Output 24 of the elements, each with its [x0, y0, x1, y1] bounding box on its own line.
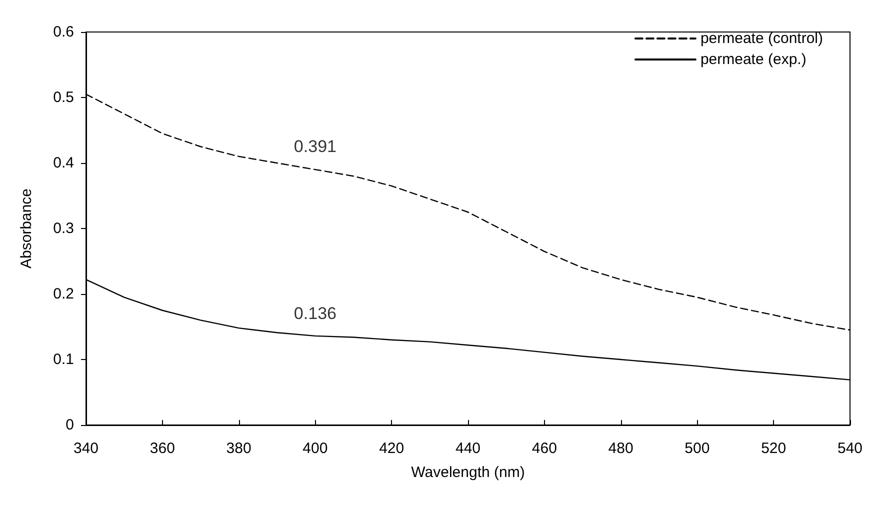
x-tick-label: 400: [302, 440, 328, 457]
annotation: 0.391: [294, 136, 336, 156]
x-tick-label: 460: [532, 440, 557, 457]
x-tick-label: 500: [684, 440, 710, 457]
y-tick-label: 0.1: [53, 351, 74, 368]
annotation: 0.136: [294, 304, 336, 323]
y-tick-label: 0.2: [53, 286, 74, 302]
x-tick-label: 420: [379, 440, 404, 457]
y-tick-label: 0.6: [53, 24, 74, 40]
x-tick-label: 540: [837, 440, 863, 457]
legend-label: permeate (control): [700, 30, 824, 47]
y-tick-label: 0.4: [53, 154, 74, 172]
x-tick-label: 380: [226, 440, 252, 457]
x-tick-label: 480: [608, 440, 634, 457]
y-tick-label: 0.3: [53, 220, 74, 237]
x-tick-label: 520: [761, 440, 786, 457]
y-tick-label: 0.5: [53, 89, 74, 106]
x-tick-label: 340: [73, 440, 99, 457]
legend-label: permeate (exp.): [700, 51, 806, 68]
x-axis-title: Wavelength (nm): [411, 464, 525, 481]
y-axis-title: Absorbance: [18, 188, 35, 269]
x-tick-label: 440: [455, 440, 481, 457]
y-tick-label: 0: [66, 416, 74, 434]
x-tick-label: 360: [150, 440, 175, 457]
